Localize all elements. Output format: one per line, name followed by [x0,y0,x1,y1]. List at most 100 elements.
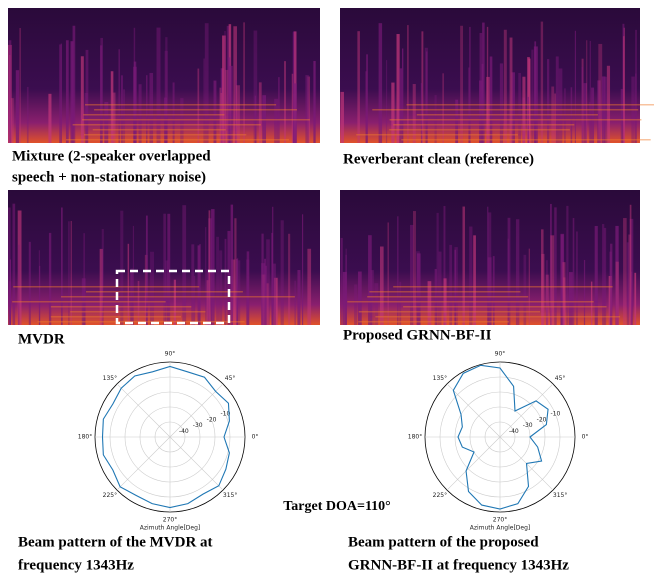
streak [635,29,637,143]
streak [427,281,432,325]
streak [401,48,404,143]
streak [225,69,229,143]
streak [15,70,20,143]
streak [132,225,134,325]
harmonic [358,321,509,323]
theta-tick-label: 180° [408,434,422,441]
streak [602,224,605,325]
streak [455,99,459,143]
streak [436,212,439,325]
streak [629,204,632,325]
streak [83,233,85,325]
harmonic [358,311,541,313]
streak [449,244,453,325]
streak [80,56,84,143]
streak [380,246,384,325]
streak [412,84,416,143]
theta-tick-label: 270° [163,517,177,524]
streak [443,278,447,325]
streak [366,54,368,144]
harmonic [72,124,261,126]
streak [70,41,74,143]
streak [266,239,270,325]
streak [391,82,395,143]
streak [129,271,133,325]
streak [302,214,304,325]
theta-tick-label: 0° [582,434,589,441]
streak [149,72,154,143]
streak [581,67,584,143]
streak [545,274,549,325]
streak [357,31,360,144]
streak [454,247,458,325]
streak [9,54,11,143]
streak [631,76,635,143]
spectrogram [8,190,320,325]
grid-spoke [116,436,171,491]
caption: GRNN-BF-II at frequency 1343Hz [348,557,569,573]
harmonic [85,104,277,106]
theta-tick-label: 90° [495,351,506,358]
streak [291,73,294,143]
streak [228,65,233,143]
streak [60,207,63,325]
streak [478,80,483,143]
streak [274,98,279,143]
streak [266,283,269,325]
theta-tick-label: 225° [433,492,447,499]
streak [434,268,437,325]
streak [610,243,613,325]
streak [231,259,236,325]
streak [172,82,175,143]
streak [416,253,421,325]
caption: frequency 1343Hz [18,557,134,573]
streak [443,206,446,325]
streak [191,244,195,325]
harmonic [389,129,570,131]
harmonic [92,129,226,131]
streak [284,61,286,143]
streak [586,40,588,143]
streak [416,251,420,325]
streak [205,227,207,325]
beam-pattern [452,364,549,510]
streak [19,28,21,143]
streak [197,68,200,143]
streak [68,221,70,325]
theta-tick-label: 45° [225,375,236,382]
streak [206,280,209,325]
streak [72,25,76,144]
streak [120,75,123,143]
streak [487,212,492,325]
harmonic [60,296,295,298]
harmonic [50,306,192,308]
streak [224,30,226,143]
streak [397,216,399,325]
streak [120,210,124,325]
theta-tick-label: 180° [78,434,92,441]
streak [487,206,489,325]
streak [236,260,241,325]
streak [164,97,168,143]
streak [133,61,137,143]
streak [568,272,573,325]
streak [48,93,52,143]
streak [426,51,428,143]
streak [370,270,374,325]
streak [10,98,14,143]
r-tick-label: -30 [193,422,203,429]
harmonic [66,139,290,141]
streak [603,227,607,325]
r-tick-label: -30 [523,422,533,429]
streak [489,56,493,143]
streak [194,275,196,325]
streak [100,37,103,143]
streak [203,58,205,143]
streak [138,84,142,143]
highlight-box [115,269,231,325]
streak [604,76,608,143]
streak [28,241,31,325]
streak [112,92,116,143]
harmonic [389,119,642,121]
